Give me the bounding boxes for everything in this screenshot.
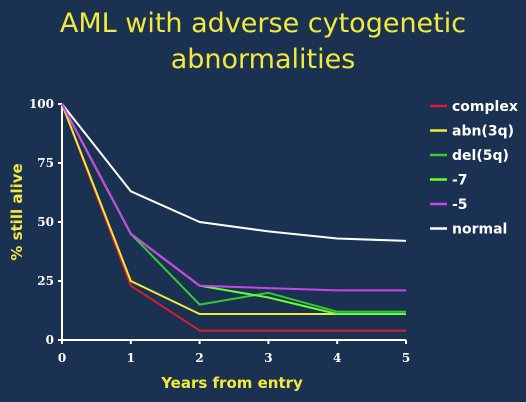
legend: complex abn(3q) del(5q) -7 -5 normal [430,99,518,238]
x-tick-label: 3 [264,351,272,365]
x-tick-label: 4 [333,351,341,365]
y-tick-label: 25 [37,274,54,288]
x-tick-label: 2 [195,351,203,365]
series-layer [61,103,407,332]
ticks: 0 25 50 75 100 0 1 2 3 4 5 [29,97,410,365]
series-line--7 [61,103,406,315]
chart-title-line-2: abnormalities [171,44,356,75]
legend-label: -7 [452,173,468,189]
series-line--5 [61,103,406,292]
legend-label: normal [452,222,507,238]
series-line-abn(3q) [61,103,406,315]
x-tick-label: 1 [127,351,135,365]
axes [61,104,406,341]
legend-label: del(5q) [452,148,509,164]
y-tick-label: 100 [29,97,54,111]
series-line-normal [61,103,407,242]
series-line-complex [61,103,406,332]
legend-label: complex [452,99,518,115]
chart-title-line-1: AML with adverse cytogenetic [60,8,466,39]
y-axis-label: % still alive [8,163,26,260]
legend-label: abn(3q) [452,124,514,140]
y-tick-label: 0 [46,333,54,347]
x-axis-label: Years from entry [160,374,303,392]
legend-label: -5 [452,197,468,213]
x-tick-label: 5 [402,351,410,365]
y-tick-label: 75 [37,156,54,170]
y-tick-label: 50 [37,215,54,229]
x-tick-label: 0 [58,351,66,365]
series-line-del(5q) [61,103,406,313]
